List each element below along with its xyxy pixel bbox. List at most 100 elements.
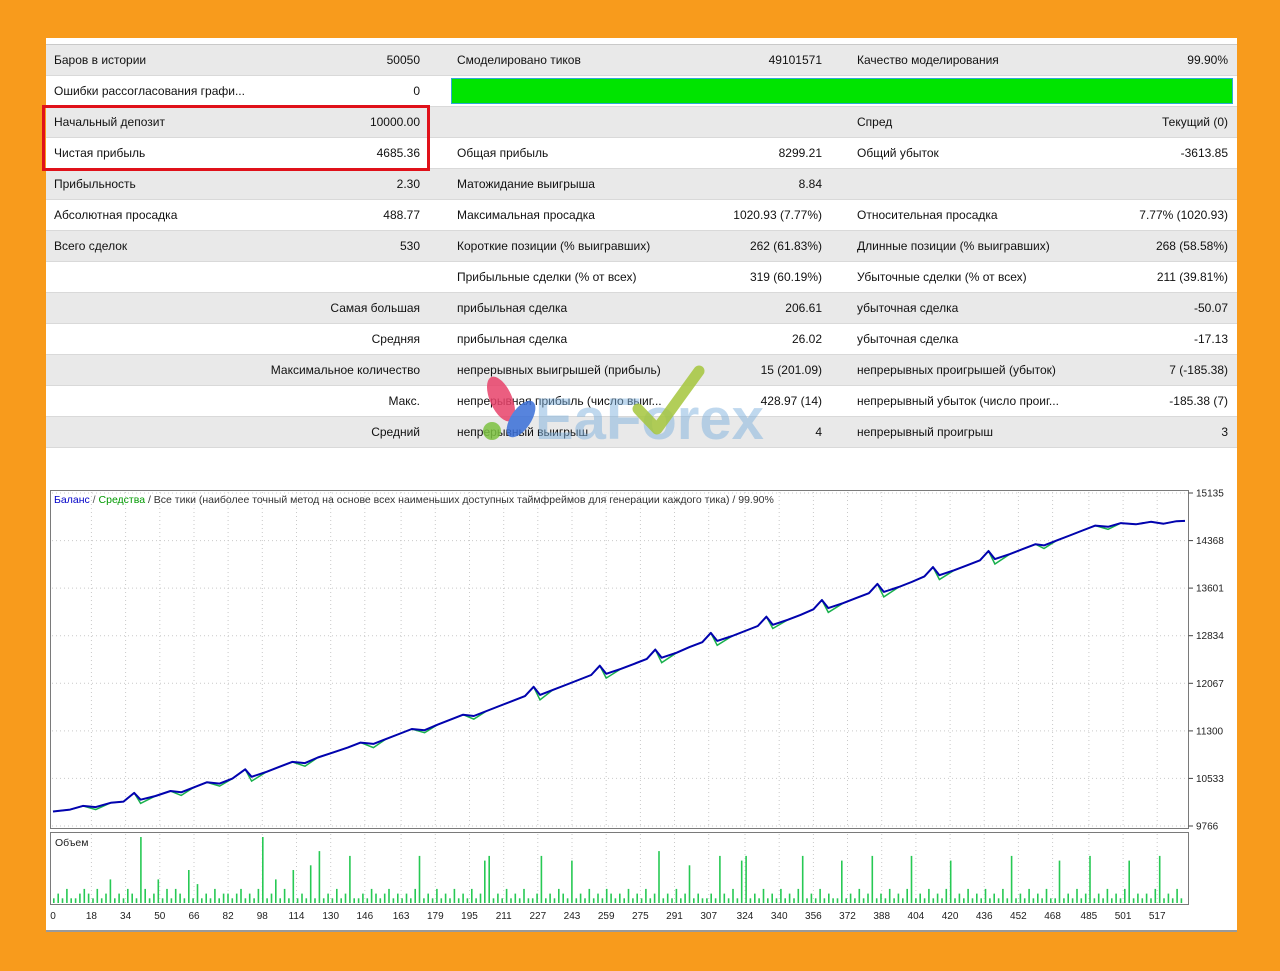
x-axis-tick-label: 227	[529, 911, 546, 922]
stat-label	[54, 324, 254, 354]
x-axis-tick-label: 388	[873, 911, 890, 922]
stat-label: убыточная сделка	[857, 324, 1097, 354]
stat-label: непрерывный выигрыш	[457, 417, 697, 447]
volume-label: Объем	[55, 837, 88, 849]
stat-label: непрерывных проигрышей (убыток)	[857, 355, 1097, 385]
x-axis-tick-label: 420	[942, 911, 959, 922]
stat-label: Прибыльность	[54, 169, 254, 199]
stat-value: Средний	[254, 417, 420, 447]
stat-value: Макс.	[254, 386, 420, 416]
stat-value: 268 (58.58%)	[1097, 231, 1228, 261]
stat-value: 8299.21	[697, 138, 822, 168]
stat-label	[54, 417, 254, 447]
x-axis-tick-label: 114	[289, 911, 305, 922]
highlight-box	[42, 105, 430, 171]
y-axis-tick-label: 15135	[1196, 489, 1224, 500]
stat-label: Качество моделирования	[857, 45, 1097, 75]
y-axis-tick-label: 13601	[1196, 584, 1224, 595]
equity-label: Средства	[99, 494, 146, 506]
x-axis-tick-label: 195	[461, 911, 478, 922]
table-row[interactable]: Максимальное количество непрерывных выигр…	[46, 355, 1237, 386]
stat-label: прибыльная сделка	[457, 293, 697, 323]
stat-label: непрерывный проигрыш	[857, 417, 1097, 447]
table-row[interactable]: Прибыльные сделки (% от всех)319 (60.19%…	[46, 262, 1237, 293]
x-axis-tick-label: 259	[598, 911, 615, 922]
y-axis-tick-label: 12834	[1196, 631, 1224, 642]
balance-chart: 0183450668298114130146163179195211227243…	[46, 488, 1237, 930]
balance-panel	[51, 491, 1189, 829]
stat-label: Смоделировано тиков	[457, 45, 697, 75]
x-axis-tick-label: 243	[564, 911, 581, 922]
stat-label: Абсолютная просадка	[54, 200, 254, 230]
x-axis-tick-label: 468	[1044, 911, 1061, 922]
stat-value: -50.07	[1097, 293, 1228, 323]
table-row[interactable]: Баров в истории50050Смоделировано тиков4…	[46, 45, 1237, 76]
stat-label: Матожидание выигрыша	[457, 169, 697, 199]
stat-value: 428.97 (14)	[697, 386, 822, 416]
stat-label	[54, 355, 254, 385]
stat-label: Баров в истории	[54, 45, 254, 75]
y-axis-tick-label: 12067	[1196, 679, 1224, 690]
stat-value: 319 (60.19%)	[697, 262, 822, 292]
table-row[interactable]: Всего сделок530Короткие позиции (% выигр…	[46, 231, 1237, 262]
y-axis-tick-label: 9766	[1196, 822, 1219, 833]
stat-value: 2.30	[254, 169, 420, 199]
chart-header: Баланс / Средства / Все тики (наиболее т…	[54, 494, 774, 506]
modelling-quality-bar	[451, 78, 1233, 104]
stat-value: 99.90%	[1097, 45, 1228, 75]
stat-value: 211 (39.81%)	[1097, 262, 1228, 292]
table-row[interactable]: Макс. непрерывная прибыль (число выиг...4…	[46, 386, 1237, 417]
stat-label	[54, 262, 254, 292]
table-row[interactable]: Прибыльность2.30Матожидание выигрыша8.84	[46, 169, 1237, 200]
stat-value: 26.02	[697, 324, 822, 354]
strategy-tester-report: { "colors": { "frame_orange": "#F89B1C",…	[0, 0, 1280, 971]
x-axis-tick-label: 485	[1081, 911, 1098, 922]
x-axis-tick-label: 34	[120, 911, 132, 922]
stat-value: -17.13	[1097, 324, 1228, 354]
stat-label: непрерывная прибыль (число выиг...	[457, 386, 697, 416]
stat-value: 15 (201.09)	[697, 355, 822, 385]
x-axis-tick-label: 356	[805, 911, 822, 922]
x-axis-tick-label: 18	[86, 911, 98, 922]
stat-label: Спред	[857, 107, 1097, 137]
stat-label: непрерывных выигрышей (прибыль)	[457, 355, 697, 385]
stat-value	[697, 107, 822, 137]
table-row[interactable]: Самая большая прибыльная сделка206.61 убыт…	[46, 293, 1237, 324]
stat-value: 0	[254, 76, 420, 106]
stat-label: Всего сделок	[54, 231, 254, 261]
stat-value: 7 (-185.38)	[1097, 355, 1228, 385]
x-axis-tick-label: 50	[154, 911, 166, 922]
y-axis-tick-label: 10533	[1196, 774, 1224, 785]
stat-label: непрерывный убыток (число проиг...	[857, 386, 1097, 416]
stat-label: Длинные позиции (% выигравших)	[857, 231, 1097, 261]
stat-label: Короткие позиции (% выигравших)	[457, 231, 697, 261]
chart-svg: 0183450668298114130146163179195211227243…	[46, 488, 1237, 930]
balance-label: Баланс	[54, 494, 90, 506]
stat-value: 206.61	[697, 293, 822, 323]
stat-label: Общий убыток	[857, 138, 1097, 168]
stat-value: 4	[697, 417, 822, 447]
stat-value: Максимальное количество	[254, 355, 420, 385]
x-axis-tick-label: 146	[356, 911, 373, 922]
stat-label: прибыльная сделка	[457, 324, 697, 354]
stat-value	[1097, 169, 1228, 199]
stat-label: убыточная сделка	[857, 293, 1097, 323]
y-axis-tick-label: 11300	[1196, 726, 1224, 737]
x-axis-tick-label: 211	[496, 911, 512, 922]
table-row[interactable]: Абсолютная просадка488.77 Максимальная пр…	[46, 200, 1237, 231]
stat-value: Текущий (0)	[1097, 107, 1228, 137]
x-axis-tick-label: 307	[700, 911, 717, 922]
x-axis-tick-label: 275	[632, 911, 649, 922]
stat-value: Самая большая	[254, 293, 420, 323]
x-axis-tick-label: 501	[1115, 911, 1132, 922]
stat-value: 488.77	[254, 200, 420, 230]
stat-value: 50050	[254, 45, 420, 75]
y-axis-tick-label: 14368	[1196, 536, 1224, 547]
x-axis-tick-label: 130	[322, 911, 339, 922]
stat-value: -185.38 (7)	[1097, 386, 1228, 416]
x-axis-tick-label: 179	[427, 911, 444, 922]
table-row[interactable]: Средний непрерывный выигрыш4 непрерывный п…	[46, 417, 1237, 448]
x-axis-tick-label: 436	[976, 911, 993, 922]
stat-label: Максимальная просадка	[457, 200, 697, 230]
table-row[interactable]: Средняяприбыльная сделка26.02убыточная с…	[46, 324, 1237, 355]
